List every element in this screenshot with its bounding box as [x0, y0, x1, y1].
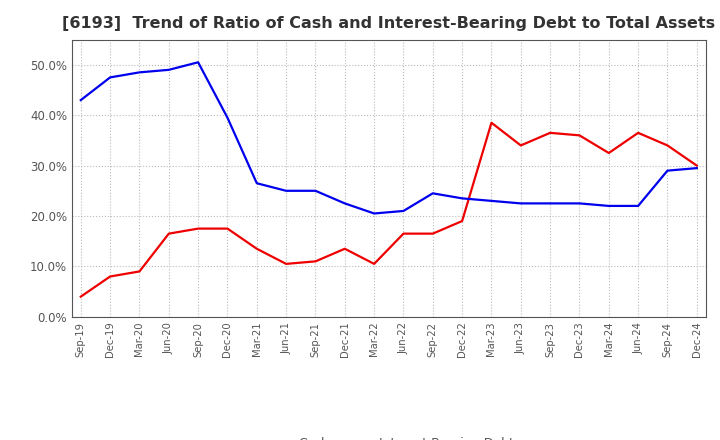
Cash [253, 246, 261, 251]
Interest-Bearing Debt [282, 188, 290, 194]
Interest-Bearing Debt [106, 75, 114, 80]
Interest-Bearing Debt [605, 203, 613, 209]
Cash [693, 163, 701, 168]
Line: Interest-Bearing Debt: Interest-Bearing Debt [81, 62, 697, 213]
Interest-Bearing Debt [164, 67, 173, 73]
Cash [546, 130, 554, 136]
Interest-Bearing Debt [516, 201, 525, 206]
Interest-Bearing Debt [253, 180, 261, 186]
Interest-Bearing Debt [370, 211, 379, 216]
Cash [311, 259, 320, 264]
Cash [76, 294, 85, 299]
Interest-Bearing Debt [634, 203, 642, 209]
Cash [135, 269, 144, 274]
Interest-Bearing Debt [135, 70, 144, 75]
Cash [106, 274, 114, 279]
Cash [341, 246, 349, 251]
Cash [516, 143, 525, 148]
Interest-Bearing Debt [223, 115, 232, 121]
Cash [194, 226, 202, 231]
Cash [663, 143, 672, 148]
Cash [605, 150, 613, 156]
Cash [223, 226, 232, 231]
Cash [370, 261, 379, 267]
Cash [282, 261, 290, 267]
Interest-Bearing Debt [428, 191, 437, 196]
Interest-Bearing Debt [311, 188, 320, 194]
Line: Cash: Cash [81, 123, 697, 297]
Interest-Bearing Debt [194, 60, 202, 65]
Interest-Bearing Debt [693, 165, 701, 171]
Title: [6193]  Trend of Ratio of Cash and Interest-Bearing Debt to Total Assets: [6193] Trend of Ratio of Cash and Intere… [62, 16, 716, 32]
Cash [164, 231, 173, 236]
Interest-Bearing Debt [399, 208, 408, 213]
Cash [487, 120, 496, 125]
Cash [634, 130, 642, 136]
Interest-Bearing Debt [575, 201, 584, 206]
Interest-Bearing Debt [341, 201, 349, 206]
Cash [399, 231, 408, 236]
Interest-Bearing Debt [458, 196, 467, 201]
Cash [575, 133, 584, 138]
Interest-Bearing Debt [487, 198, 496, 204]
Interest-Bearing Debt [663, 168, 672, 173]
Interest-Bearing Debt [546, 201, 554, 206]
Cash [458, 218, 467, 224]
Cash [428, 231, 437, 236]
Interest-Bearing Debt [76, 97, 85, 103]
Legend: Cash, Interest-Bearing Debt: Cash, Interest-Bearing Debt [258, 432, 519, 440]
